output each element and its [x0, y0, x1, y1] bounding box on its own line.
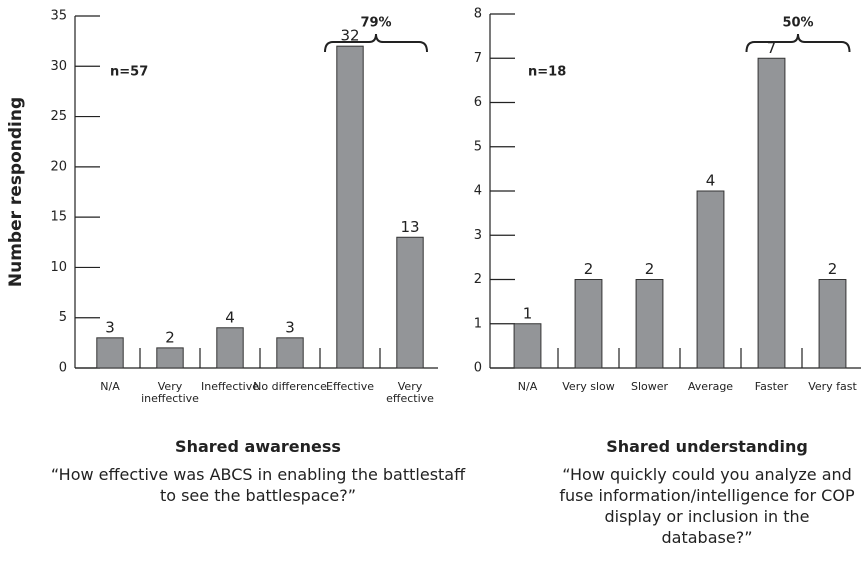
x-tick-label: Very ineffective	[141, 380, 199, 405]
y-axis-label: Number responding	[6, 97, 26, 287]
data-label: 4	[225, 308, 235, 326]
y-tick-label: 4	[474, 184, 482, 199]
x-tick-label: Average	[687, 380, 734, 393]
data-label: 1	[523, 304, 533, 322]
bar	[574, 279, 603, 369]
y-tick-label: 7	[474, 51, 482, 66]
chart-title: Shared understanding	[606, 437, 808, 456]
y-tick-label: 2	[474, 272, 482, 287]
bracket-label: 50%	[782, 16, 813, 31]
bracket	[324, 33, 428, 53]
x-tick-label: N/A	[517, 380, 538, 393]
bar	[156, 347, 184, 369]
y-tick-label: 3	[474, 228, 482, 243]
data-label: 32	[340, 27, 359, 45]
bracket-label: 79%	[360, 16, 391, 31]
y-tick-label: 20	[50, 159, 67, 174]
x-tick-label: Faster	[754, 380, 789, 393]
x-tick-label: Very slow	[562, 380, 615, 393]
x-tick-label: No difference	[253, 380, 327, 393]
annotation: n=57	[110, 65, 148, 80]
y-tick-label: 8	[474, 7, 482, 22]
y-tick-label: 35	[50, 9, 67, 24]
x-tick-label: Effective	[326, 380, 374, 393]
data-label: 2	[165, 328, 175, 346]
bar	[336, 45, 364, 369]
bracket	[745, 33, 851, 53]
data-label: 7	[767, 39, 777, 57]
data-label: 4	[706, 172, 716, 190]
data-label: 2	[828, 260, 838, 278]
data-label: 2	[584, 260, 594, 278]
x-tick-label: Ineffective	[200, 380, 260, 393]
bar	[276, 337, 304, 369]
y-tick-label: 0	[474, 361, 482, 376]
bar	[635, 279, 664, 369]
y-tick-label: 5	[59, 310, 67, 325]
x-tick-label: Slower	[630, 380, 669, 393]
x-tick-label: N/A	[100, 380, 120, 393]
chart-subtitle: “How quickly could you analyze and fuse …	[559, 465, 855, 547]
bar	[696, 190, 725, 369]
y-tick-label: 30	[50, 59, 67, 74]
x-tick-label: Very effective	[386, 380, 434, 405]
y-tick-label: 25	[50, 109, 67, 124]
bar	[216, 327, 244, 369]
y-tick-label: 10	[50, 260, 67, 275]
bar	[818, 279, 847, 369]
y-tick-label: 1	[474, 316, 482, 331]
annotation: n=18	[528, 65, 566, 80]
y-tick-label: 6	[474, 95, 482, 110]
x-tick-label: Very fast	[808, 380, 857, 393]
chart-subtitle: “How effective was ABCS in enabling the …	[50, 465, 466, 505]
data-label: 3	[285, 318, 295, 336]
y-tick-label: 15	[50, 210, 67, 225]
bar	[513, 323, 542, 369]
data-label: 3	[105, 318, 115, 336]
data-label: 13	[400, 218, 419, 236]
y-tick-label: 5	[474, 139, 482, 154]
y-tick-label: 0	[59, 361, 67, 376]
data-label: 2	[645, 260, 655, 278]
bar	[396, 236, 424, 369]
chart-title: Shared awareness	[175, 437, 341, 456]
bar	[757, 57, 786, 369]
bar	[96, 337, 124, 369]
